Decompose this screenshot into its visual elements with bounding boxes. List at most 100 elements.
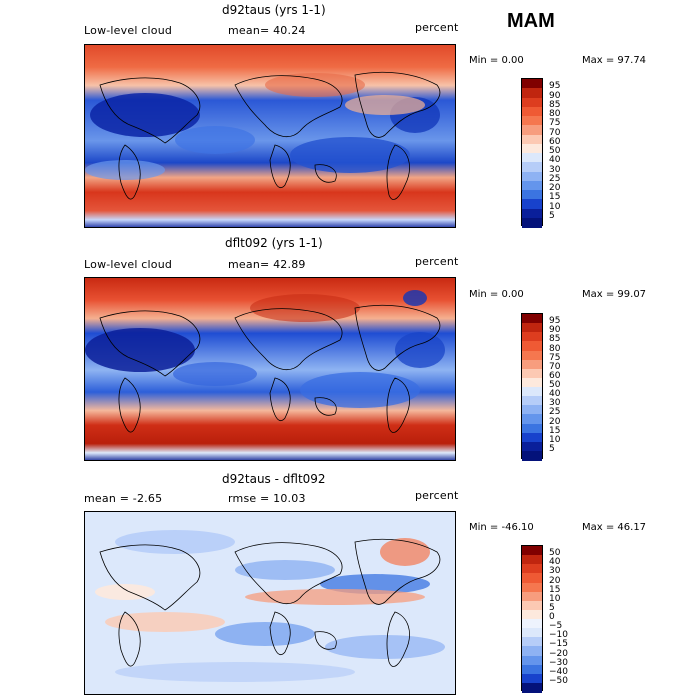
colorbar-segment <box>522 582 542 593</box>
colorbar-tick-label: 85 <box>549 334 561 345</box>
colorbar-segment <box>522 199 542 209</box>
colorbar-tick-label: 75 <box>549 118 561 129</box>
panel-mean-label-middle: mean= 42.89 <box>228 258 306 271</box>
panel-title-top: d92taus (yrs 1-1) <box>222 3 326 17</box>
colorbar-segment <box>522 546 542 556</box>
colorbar-segment <box>522 664 542 675</box>
colorbar-tick-label: 50 <box>549 380 561 390</box>
panel-mean-label-bottom: mean = -2.65 <box>84 492 163 505</box>
colorbar-segment <box>522 134 542 145</box>
colorbar-segment <box>522 125 542 135</box>
colorbar-tick-label: 90 <box>549 325 561 336</box>
colorbar-segment <box>522 637 542 647</box>
colorbar-tick-label: 60 <box>549 136 561 147</box>
colorbar-segment <box>522 88 542 98</box>
colorbar-segment <box>522 106 542 117</box>
colorbar-segment <box>522 564 542 574</box>
colorbar-segment <box>522 368 542 379</box>
colorbar-segment <box>522 591 542 602</box>
colorbar-tick-label: 50 <box>549 146 561 156</box>
cloud-field-map-middle <box>85 278 455 460</box>
season-title: MAM <box>507 10 555 32</box>
colorbar-tick-label: −20 <box>549 648 568 659</box>
colorbar-tick-label: 70 <box>549 127 561 138</box>
colorbar-tick-label: 30 <box>549 566 561 577</box>
panel-max-label-middle: Max = 99.07 <box>582 289 647 300</box>
map-panel-top <box>84 44 456 228</box>
colorbar-segment <box>522 143 542 154</box>
panel-rmse-label-bottom: rmse = 10.03 <box>228 492 306 505</box>
map-panel-middle <box>84 277 456 461</box>
colorbar-segment <box>522 628 542 638</box>
colorbar-tick-label: 80 <box>549 343 561 354</box>
panel-min-label-bottom: Min = -46.10 <box>469 522 534 533</box>
colorbar-tick-label: 30 <box>549 398 561 409</box>
colorbar-tick-label: 50 <box>549 548 561 559</box>
colorbar-tick-label: 10 <box>549 593 561 604</box>
colorbar-tick-label: 95 <box>549 81 561 92</box>
colorbar-tick-label: −30 <box>549 657 568 668</box>
colorbar-tick-label: 5 <box>549 210 555 221</box>
colorbar-segment <box>522 619 542 629</box>
colorbar-segment <box>522 171 542 182</box>
colorbar-tick-label: 70 <box>549 361 561 372</box>
colorbar-tick-label: −15 <box>549 639 568 650</box>
colorbar-tick-label: −10 <box>549 630 568 641</box>
colorbar-tick-label: 90 <box>549 90 561 101</box>
panel-left-label-middle: Low-level cloud <box>84 258 173 271</box>
colorbar-segment <box>522 153 542 163</box>
panel-max-label-top: Max = 97.74 <box>582 55 647 66</box>
colorbar-tick-label: 15 <box>549 192 561 203</box>
colorbar-tick-label: 80 <box>549 109 561 119</box>
colorbar-segment <box>522 162 542 172</box>
colorbar-segment <box>522 323 542 333</box>
colorbar-tick-label: 60 <box>549 370 561 381</box>
colorbar-tick-label: 20 <box>549 183 561 193</box>
panel-units-label-top: percent <box>415 21 459 34</box>
colorbar-segment <box>522 600 542 611</box>
colorbar-segment <box>522 208 542 219</box>
colorbar-segment <box>522 414 542 424</box>
colorbar-segment <box>522 450 542 461</box>
colorbar-segment <box>522 116 542 126</box>
colorbar-segment <box>522 314 542 324</box>
colorbar-tick-label: 15 <box>549 425 561 436</box>
colorbar-tick-label: 95 <box>549 316 561 327</box>
panel-max-label-bottom: Max = 46.17 <box>582 522 647 533</box>
colorbar-tick-label: −50 <box>549 675 568 686</box>
colorbar-segment <box>522 555 542 565</box>
colorbar-segment <box>522 350 542 361</box>
panel-units-label-bottom: percent <box>415 489 459 502</box>
colorbar-middle <box>521 313 543 461</box>
colorbar-tick-label: −5 <box>549 621 563 632</box>
panel-min-label-top: Min = 0.00 <box>469 55 524 66</box>
colorbar-segment <box>522 180 542 191</box>
colorbar-segment <box>522 190 542 200</box>
panel-title-middle: dflt092 (yrs 1-1) <box>225 236 323 250</box>
colorbar-segment <box>522 405 542 415</box>
colorbar-segment <box>522 217 542 228</box>
colorbar-tick-label: 20 <box>549 416 561 427</box>
colorbar-tick-label: 10 <box>549 434 561 445</box>
panel-title-bottom: d92taus - dflt092 <box>222 472 326 486</box>
colorbar-tick-label: 85 <box>549 99 561 110</box>
colorbar-segment <box>522 332 542 342</box>
map-panel-bottom <box>84 511 456 695</box>
colorbar-segment <box>522 396 542 406</box>
colorbar-tick-label: 25 <box>549 407 561 418</box>
colorbar-segment <box>522 441 542 452</box>
colorbar-tick-label: 40 <box>549 557 561 568</box>
colorbar-segment <box>522 682 542 693</box>
colorbar-segment <box>522 423 542 434</box>
colorbar-segment <box>522 359 542 370</box>
colorbar-tick-label: 0 <box>549 612 555 622</box>
panel-left-label-top: Low-level cloud <box>84 24 173 37</box>
panel-units-label-middle: percent <box>415 255 459 268</box>
colorbar-top <box>521 78 543 228</box>
colorbar-segment <box>522 432 542 443</box>
colorbar-segment <box>522 573 542 583</box>
colorbar-tick-label: 30 <box>549 164 561 175</box>
panel-mean-label-top: mean= 40.24 <box>228 24 306 37</box>
colorbar-tick-label: −40 <box>549 666 568 677</box>
colorbar-tick-label: 40 <box>549 155 561 166</box>
